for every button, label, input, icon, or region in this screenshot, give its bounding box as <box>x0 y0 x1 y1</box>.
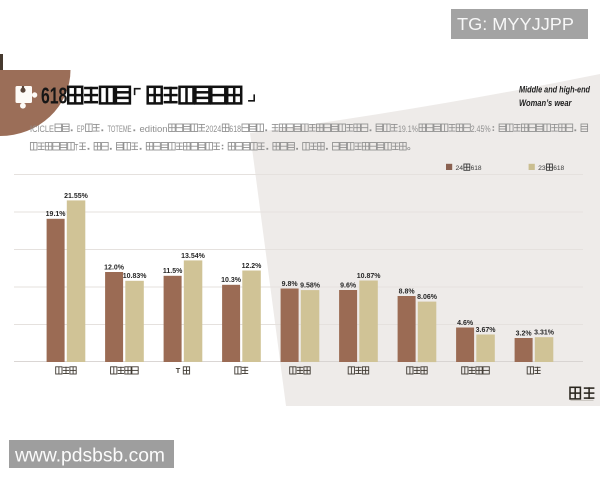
svg-text:3.2%: 3.2% <box>516 330 533 337</box>
svg-text:TG: MYYJJPP: TG: MYYJJPP <box>457 14 574 34</box>
svg-text:13.54%: 13.54% <box>181 253 206 260</box>
svg-text:8.06%: 8.06% <box>417 294 438 301</box>
svg-text:T: T <box>176 366 181 375</box>
svg-text:12.0%: 12.0% <box>104 264 125 271</box>
svg-text:24: 24 <box>456 165 464 172</box>
svg-text:11.5%: 11.5% <box>163 268 183 275</box>
svg-text:9.6%: 9.6% <box>340 282 357 289</box>
svg-text:www.pdsbsb.com: www.pdsbsb.com <box>14 446 165 467</box>
svg-text:19.1%: 19.1% <box>398 124 418 134</box>
svg-text:10.83%: 10.83% <box>123 273 148 280</box>
svg-text:edition: edition <box>140 124 168 134</box>
svg-text:19.1%: 19.1% <box>46 211 67 218</box>
svg-text:21.55%: 21.55% <box>64 193 89 200</box>
svg-text:3.31%: 3.31% <box>534 330 555 337</box>
svg-text:ICICLE: ICICLE <box>30 124 54 134</box>
svg-text:Woman’s wear: Woman’s wear <box>519 98 572 108</box>
svg-text:9.8%: 9.8% <box>282 281 299 288</box>
svg-text:T: T <box>75 143 79 153</box>
svg-text:9.58%: 9.58% <box>300 283 321 290</box>
svg-text:4.6%: 4.6% <box>457 320 474 327</box>
svg-text:TOTEME: TOTEME <box>108 124 132 134</box>
svg-text:10.3%: 10.3% <box>221 277 242 284</box>
svg-text:23: 23 <box>538 165 546 172</box>
svg-text:EP: EP <box>77 124 85 134</box>
svg-text:8.8%: 8.8% <box>399 288 416 295</box>
svg-text:3.67%: 3.67% <box>476 327 497 334</box>
svg-text:618: 618 <box>229 124 241 134</box>
svg-text:10.87%: 10.87% <box>357 273 382 280</box>
svg-text:618: 618 <box>41 83 67 109</box>
svg-text:2.45%: 2.45% <box>471 124 491 134</box>
svg-text:2024: 2024 <box>205 124 221 134</box>
svg-text:618: 618 <box>553 165 564 172</box>
svg-text:Middle and high-end: Middle and high-end <box>519 85 590 95</box>
svg-text:12.2%: 12.2% <box>242 263 263 270</box>
svg-text:618: 618 <box>471 165 482 172</box>
